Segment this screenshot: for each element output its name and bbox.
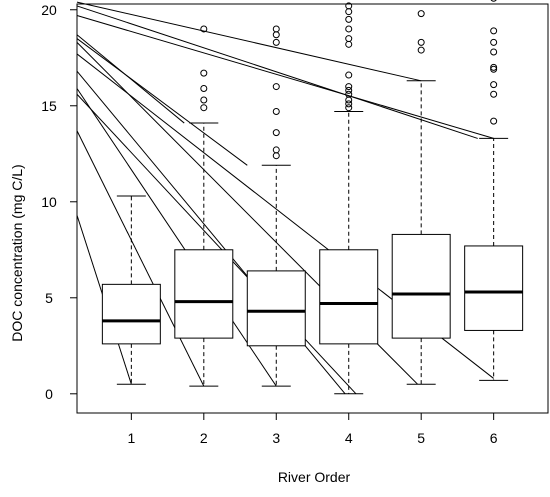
outlier-3-1	[272, 31, 280, 39]
y-tick-label-2: 10	[41, 194, 57, 210]
outlier-4-6	[345, 71, 353, 79]
outlier-4-2	[345, 15, 353, 23]
outlier-4-12	[345, 104, 353, 112]
x-tick-label-5: 6	[490, 430, 498, 446]
box-4	[319, 249, 379, 345]
outlier-3-5	[272, 129, 280, 137]
outlier-3-3	[272, 83, 280, 91]
outlier-2-0	[200, 25, 208, 33]
reference-line-10	[76, 130, 205, 387]
outlier-4-8	[345, 86, 353, 94]
outlier-3-6	[272, 146, 280, 154]
outlier-4-9	[345, 90, 353, 98]
outlier-6-4	[490, 63, 498, 71]
reference-line-1	[76, 5, 478, 139]
box-6	[464, 245, 524, 331]
outlier-4-4	[345, 35, 353, 43]
outlier-4-10	[345, 96, 353, 104]
reference-line-9	[76, 93, 357, 395]
outlier-4-1	[345, 8, 353, 16]
outlier-6-5	[490, 65, 498, 73]
plot-frame	[76, 3, 549, 414]
reference-line-4	[76, 38, 248, 166]
outlier-6-1	[490, 27, 498, 35]
x-tick-label-2: 3	[272, 430, 280, 446]
outlier-3-7	[272, 152, 280, 160]
outlier-5-2	[417, 38, 425, 46]
outlier-2-3	[200, 96, 208, 104]
y-tick-label-3: 15	[41, 98, 57, 114]
outlier-4-5	[345, 40, 353, 48]
outlier-5-3	[417, 46, 425, 54]
outlier-3-0	[272, 25, 280, 33]
outlier-6-0	[490, 0, 497, 2]
outlier-4-3	[345, 25, 353, 33]
box-1	[101, 283, 161, 345]
outlier-6-3	[490, 48, 498, 56]
outlier-5-1	[417, 10, 425, 18]
outlier-2-4	[200, 104, 208, 112]
reference-line-2	[76, 15, 494, 139]
outlier-4-7	[345, 83, 353, 91]
outlier-6-6	[490, 81, 498, 89]
box-5	[391, 233, 451, 339]
x-tick-label-0: 1	[127, 430, 135, 446]
outlier-6-8	[490, 117, 498, 125]
outlier-3-2	[272, 38, 280, 46]
y-tick-label-1: 5	[45, 290, 53, 306]
reference-line-8	[76, 88, 277, 387]
x-tick-label-3: 4	[345, 430, 353, 446]
outlier-2-2	[200, 84, 208, 92]
x-axis-label: River Order	[278, 469, 351, 485]
outlier-4-11	[345, 100, 353, 108]
plot-area: 0 5 10 15 20 1 2 3 4 5 6	[41, 0, 549, 446]
box-2	[174, 249, 234, 339]
outlier-6-7	[490, 90, 498, 98]
y-tick-label-4: 20	[41, 2, 57, 18]
y-tick-label-0: 0	[45, 386, 53, 402]
outlier-2-1	[200, 69, 208, 77]
box-3	[246, 270, 306, 347]
x-tick-label-1: 2	[200, 430, 208, 446]
outlier-3-4	[272, 108, 280, 116]
outlier-6-2	[490, 38, 498, 46]
x-tick-label-4: 5	[417, 430, 425, 446]
reference-line-0	[76, 1, 422, 82]
y-axis-label: DOC concentration (mg C/L)	[9, 164, 25, 341]
